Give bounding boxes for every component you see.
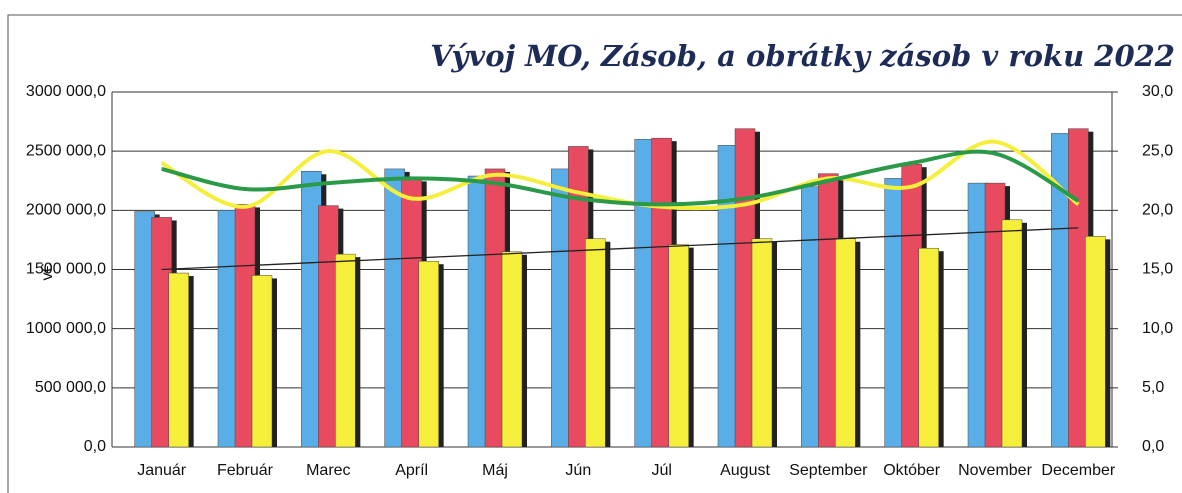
x-tick-label: December — [1041, 462, 1115, 479]
bar — [918, 247, 939, 448]
line — [160, 139, 1080, 211]
y-tick-label: 2000 000,0 — [26, 202, 106, 219]
y-tick-label: 2500 000,0 — [26, 142, 106, 159]
y-tick-label: 1000 000,0 — [26, 320, 106, 337]
bar — [168, 272, 189, 448]
chart-title: Vývoj MO, Zásob, a obrátky zásob v roku … — [430, 39, 1175, 73]
y-tick-label: 1500 000,0 — [26, 261, 106, 278]
x-tick-label: November — [958, 462, 1032, 479]
y2-tick-label: 25,0 — [1142, 142, 1173, 159]
frame — [7, 14, 1182, 493]
x-tick-label: Marec — [306, 462, 350, 479]
x-tick-label: Október — [883, 462, 941, 479]
y2-tick-label: 15,0 — [1142, 261, 1173, 278]
x-tick-label: Jún — [565, 462, 591, 479]
bar — [1085, 236, 1106, 448]
bar — [585, 238, 606, 448]
x-tick-label: Júl — [651, 462, 671, 479]
y2-tick-label: 20,0 — [1142, 202, 1173, 219]
y-tick-label: 500 000,0 — [35, 379, 106, 396]
y2-tick-label: 10,0 — [1142, 320, 1173, 337]
bar — [751, 238, 773, 448]
x-tick-label: Máj — [482, 462, 508, 479]
line — [161, 149, 1080, 207]
x-tick-label: Január — [137, 462, 187, 479]
bar — [668, 244, 689, 448]
x-tick-label: August — [720, 462, 770, 479]
bar — [335, 253, 356, 448]
bar — [418, 260, 439, 448]
line — [161, 227, 1079, 271]
bar — [501, 251, 523, 448]
y-tick-label: 0,0 — [84, 438, 106, 455]
bar — [835, 238, 856, 448]
y2-tick-label: 5,0 — [1142, 379, 1164, 396]
y2-tick-label: 0,0 — [1142, 438, 1164, 455]
x-tick-label: Apríl — [395, 462, 428, 479]
y2-tick-label: 30,0 — [1142, 83, 1173, 100]
bar — [1001, 219, 1023, 448]
x-tick-label: September — [789, 462, 868, 479]
y-tick-label: 3000 000,0 — [26, 83, 106, 100]
y-axis-label: v€ — [39, 263, 56, 280]
x-tick-label: Február — [217, 462, 274, 479]
bar — [251, 275, 273, 448]
